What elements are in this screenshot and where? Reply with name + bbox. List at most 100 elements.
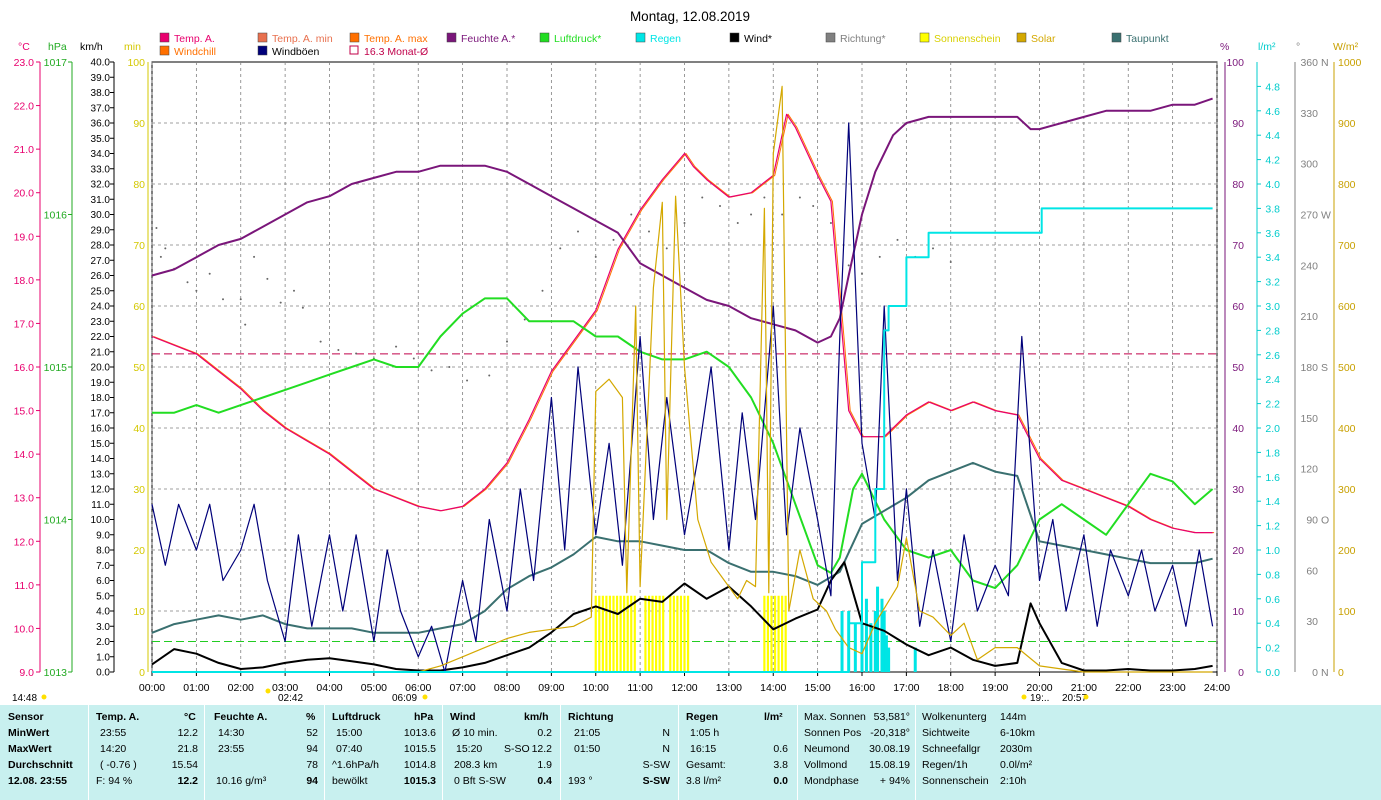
temp-trend: ( -0.76 ) xyxy=(100,759,137,771)
row-label-max: MaxWert xyxy=(8,743,52,755)
wind-tick-label: 19.0 xyxy=(91,378,111,389)
x-tick-label: 06:00 xyxy=(405,682,431,694)
humidity-tick-label: 30 xyxy=(1232,484,1244,496)
pressure-tick-label: 1017 xyxy=(44,57,68,69)
x-tick-label: 03:00 xyxy=(272,682,298,694)
direction-dot xyxy=(577,230,579,233)
wind-header: Wind xyxy=(450,711,476,723)
press-now-label: bewölkt xyxy=(332,775,368,787)
x-tick-label: 12:00 xyxy=(671,682,697,694)
series-regen xyxy=(152,207,1213,673)
wind-tick-label: 39.0 xyxy=(91,73,111,84)
sunshine-tick-label: 30 xyxy=(133,484,145,496)
series-temp-a xyxy=(151,113,1213,534)
direction-dot xyxy=(412,357,415,360)
astro-key: Sonnen Pos xyxy=(804,727,862,739)
temp-tick-label: 20.0 xyxy=(14,188,35,200)
rain-tick-label: 2.8 xyxy=(1265,325,1280,337)
wind-tick-label: 18.0 xyxy=(91,393,111,404)
axis-unit-temp: °C xyxy=(18,41,30,53)
solar-tick-label: 900 xyxy=(1338,118,1356,130)
sunshine-tick-label: 80 xyxy=(133,179,145,191)
series-feuchte-a xyxy=(151,97,1213,344)
direction-tick-label: 0 xyxy=(1312,667,1318,679)
wind-tick-label: 35.0 xyxy=(91,134,111,145)
legend-swatch xyxy=(825,32,836,43)
legend-label: Temp. A. xyxy=(174,33,215,45)
direction-dot xyxy=(896,238,899,241)
legend-label: 16.3 Monat-Ø xyxy=(364,46,428,58)
x-tick-label: 07:00 xyxy=(449,682,475,694)
legend-swatch xyxy=(257,32,268,43)
misc-value: 0.0l/m² xyxy=(1000,759,1033,771)
sunshine-tick-label: 20 xyxy=(133,545,145,557)
legend-label: Solar xyxy=(1031,33,1056,45)
legend-label: Temp. A. min xyxy=(272,33,333,45)
wind-min-label: Ø 10 min. xyxy=(452,727,498,739)
hum-header: Feuchte A. xyxy=(214,711,268,723)
direction-dot xyxy=(798,196,801,199)
rain-tick-label: 3.6 xyxy=(1265,228,1280,240)
direction-dot xyxy=(159,255,162,258)
direction-dot xyxy=(279,301,282,304)
hum-min-value: 52 xyxy=(306,727,318,739)
legend-swatch xyxy=(257,45,268,56)
direction-dot xyxy=(812,205,815,208)
temp-tick-label: 10.0 xyxy=(14,623,35,635)
x-tick-label: 14:00 xyxy=(760,682,786,694)
direction-dot xyxy=(293,289,295,292)
wind-tick-label: 10.0 xyxy=(91,515,111,526)
rain-total-value: 3.8 xyxy=(773,759,788,771)
rain-tick-label: 2.0 xyxy=(1265,423,1280,435)
direction-dot xyxy=(559,247,562,250)
rain-tick-label: 4.2 xyxy=(1265,155,1280,167)
direction-dot xyxy=(665,247,668,250)
rain-tick-label: 3.4 xyxy=(1265,252,1280,264)
press-trend: ^1.6hPa/h xyxy=(332,759,379,771)
direction-dot xyxy=(829,221,832,224)
temp-tick-label: 18.0 xyxy=(14,275,35,287)
rain-unit: l/m² xyxy=(764,711,783,723)
press-unit: hPa xyxy=(414,711,434,723)
direction-tick-label: 60 xyxy=(1306,565,1318,577)
direction-dot xyxy=(186,281,189,284)
direction-dot xyxy=(523,318,526,321)
legend-swatch xyxy=(635,32,646,43)
temp-tick-label: 23.0 xyxy=(14,57,35,69)
rain-now-value: 0.0 xyxy=(773,775,788,787)
direction-dot xyxy=(683,221,686,224)
legend-label: Windchill xyxy=(174,46,216,58)
wind-tick-label: 34.0 xyxy=(91,149,111,160)
dir-avg-value: S-SW xyxy=(642,759,670,771)
humidity-tick-label: 100 xyxy=(1226,57,1244,69)
wind-tick-label: 38.0 xyxy=(91,88,111,99)
wind-tick-label: 26.0 xyxy=(91,271,111,282)
direction-dot xyxy=(488,374,491,377)
axis-unit-humidity: % xyxy=(1220,41,1229,53)
legend-swatch xyxy=(539,32,550,43)
dir-now-value: S-SW xyxy=(642,775,670,787)
direction-dot xyxy=(781,213,784,216)
dir-max-time: 01:50 xyxy=(574,743,601,755)
misc-key: Wolkenunterg xyxy=(922,711,987,723)
astro-value: 30.08.19 xyxy=(869,743,910,755)
direction-dot xyxy=(244,323,247,326)
direction-tick-label: 360 xyxy=(1300,57,1318,69)
humidity-tick-label: 60 xyxy=(1232,301,1244,313)
astro-key: Mondphase xyxy=(804,775,859,787)
direction-dot xyxy=(195,289,198,292)
wind-tick-label: 0.0 xyxy=(96,668,110,679)
hum-avg-value: 78 xyxy=(306,759,318,771)
wind-tick-label: 4.0 xyxy=(96,607,110,618)
x-tick-label: 10:00 xyxy=(583,682,609,694)
chart-title: Montag, 12.08.2019 xyxy=(630,9,750,24)
direction-tick-label: 330 xyxy=(1300,108,1318,120)
humidity-tick-label: 40 xyxy=(1232,423,1244,435)
temp-header: Temp. A. xyxy=(96,711,140,723)
stats-panel: Sensor MinWert MaxWert Durchschnitt 12.0… xyxy=(0,705,1381,800)
astro-key: Neumond xyxy=(804,743,850,755)
press-now-value: 1015.3 xyxy=(403,775,436,787)
marker-sunset: 20:57 xyxy=(1062,693,1087,704)
direction-tick-label: 240 xyxy=(1300,260,1318,272)
pressure-tick-label: 1014 xyxy=(44,515,68,527)
